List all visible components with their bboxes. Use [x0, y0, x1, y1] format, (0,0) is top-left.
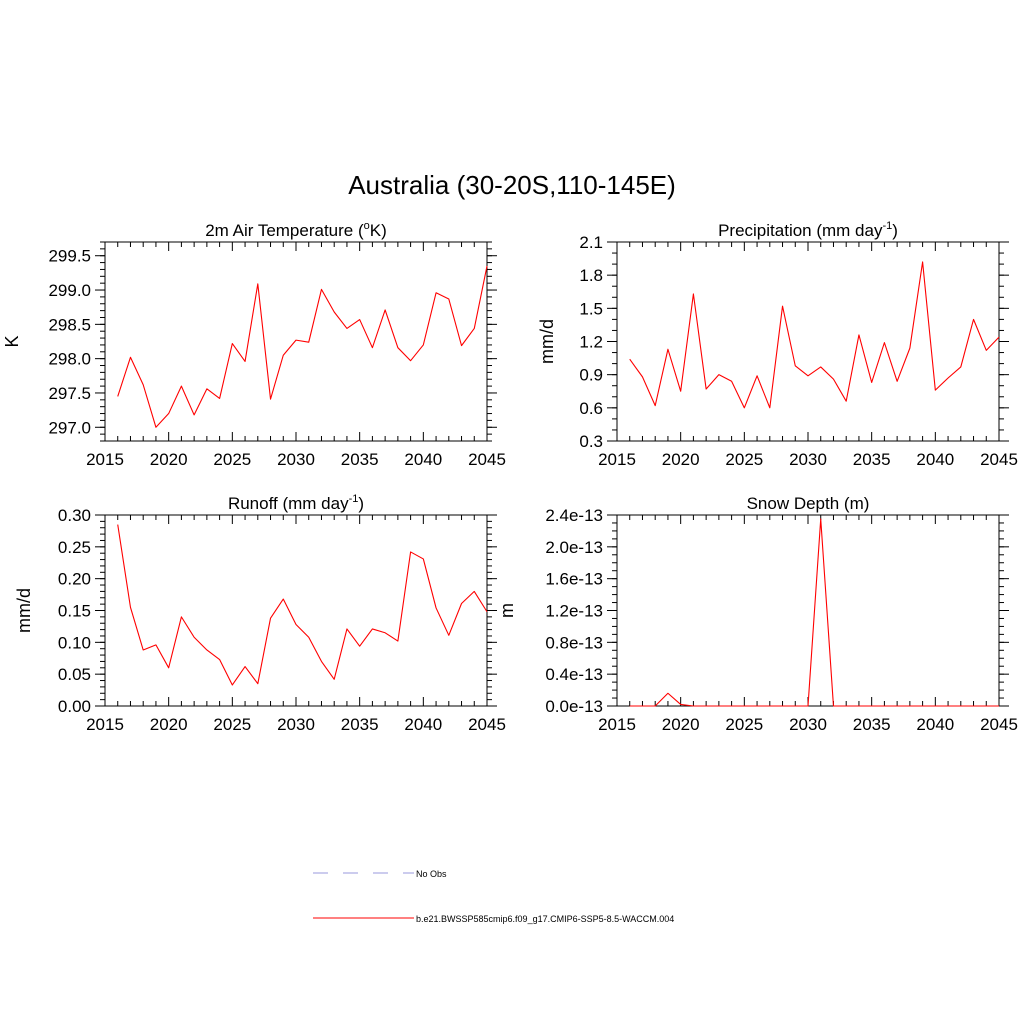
y-tick-label: 299.5 [48, 247, 91, 266]
panel-title-superscript: -1 [882, 220, 892, 232]
y-axis-label: K [2, 335, 22, 347]
x-tick-label: 2025 [213, 450, 251, 469]
y-tick-label: 299.0 [48, 281, 91, 300]
x-tick-label: 2020 [150, 450, 188, 469]
x-tick-label: 2030 [277, 715, 315, 734]
panel-title-main: Snow Depth (m) [747, 494, 870, 513]
y-tick-label: 0.6 [579, 399, 603, 418]
panel-title-end: ) [358, 494, 364, 513]
y-tick-label: 298.5 [48, 315, 91, 334]
x-tick-label: 2040 [916, 715, 954, 734]
x-tick-label: 2035 [853, 715, 891, 734]
panel-title-superscript: -1 [349, 493, 359, 505]
x-tick-label: 2020 [662, 450, 700, 469]
x-tick-label: 2035 [341, 715, 379, 734]
y-tick-label: 2.1 [579, 233, 603, 252]
y-tick-label: 0.05 [58, 665, 91, 684]
plot-frame [104, 514, 488, 707]
x-tick-label: 2035 [341, 450, 379, 469]
x-tick-label: 2045 [468, 715, 506, 734]
x-tick-label: 2015 [598, 715, 636, 734]
series-line-runoff [117, 524, 488, 686]
panel-title: Runoff (mm day-1) [228, 493, 364, 513]
y-tick-label: 298.0 [48, 350, 91, 369]
panel-title-end: ) [892, 221, 898, 240]
y-tick-label: 1.2e-13 [545, 602, 603, 621]
y-tick-label: 0.4e-13 [545, 665, 603, 684]
x-tick-label: 2025 [725, 450, 763, 469]
x-tick-label: 2025 [213, 715, 251, 734]
panel-temperature: 2m Air Temperature (oK) K 2015 2020 2025 2030… [2, 220, 506, 469]
y-tick-label: 0.20 [58, 570, 91, 589]
y-tick-label: 297.5 [48, 384, 91, 403]
y-tick-label: 1.8 [579, 266, 603, 285]
panel-title-superscript: o [364, 220, 370, 232]
y-tick-label: 297.0 [48, 418, 91, 437]
legend: No Obs b.e21.BWSSP585cmip6.f09_g17.CMIP6… [313, 869, 674, 924]
x-tick-label: 2020 [150, 715, 188, 734]
series-line-precipitation [629, 261, 1000, 409]
x-tick-label: 2030 [277, 450, 315, 469]
y-tick-label: 0.8e-13 [545, 633, 603, 652]
panels: 2m Air Temperature (oK) K 2015 2020 2025 2030… [2, 220, 1018, 734]
plot-frame [616, 241, 1000, 442]
y-tick-label: 0.10 [58, 633, 91, 652]
y-tick-label: 0.15 [58, 602, 91, 621]
legend-label-no-obs: No Obs [416, 869, 447, 879]
panel-title-end: K) [370, 221, 387, 240]
y-tick-label: 2.4e-13 [545, 506, 603, 525]
panel-title: Precipitation (mm day-1) [718, 220, 898, 240]
series-line-snow-depth [629, 518, 999, 707]
x-tick-label: 2030 [789, 715, 827, 734]
x-tick-label: 2045 [980, 715, 1018, 734]
y-axis-label: mm/d [14, 588, 34, 633]
panel-title: Snow Depth (m) [747, 494, 870, 513]
y-tick-label: 1.6e-13 [545, 570, 603, 589]
y-tick-label: 0.0e-13 [545, 697, 603, 716]
panel-runoff: Runoff (mm day-1) mm/d 2015 2020 2025 2030 203… [14, 493, 506, 734]
x-tick-label: 2045 [980, 450, 1018, 469]
plot-frame [104, 241, 488, 442]
x-tick-label: 2040 [404, 450, 442, 469]
y-tick-label: 1.5 [579, 299, 603, 318]
x-tick-label: 2025 [725, 715, 763, 734]
x-tick-label: 2015 [86, 450, 124, 469]
y-tick-label: 0.30 [58, 506, 91, 525]
panel-title-main: 2m Air Temperature ( [205, 221, 364, 240]
panel-snow-depth: Snow Depth (m) m 2015 2020 2025 2030 2035 2040 2… [497, 494, 1018, 734]
plot-frame [616, 514, 1000, 707]
y-tick-label: 0.25 [58, 538, 91, 557]
x-tick-label: 2045 [468, 450, 506, 469]
y-tick-label: 1.2 [579, 333, 603, 352]
y-axis-label: mm/d [537, 319, 557, 364]
panel-title-main: Runoff (mm day [228, 494, 349, 513]
x-tick-label: 2015 [86, 715, 124, 734]
x-tick-label: 2040 [404, 715, 442, 734]
y-tick-label: 0.9 [579, 366, 603, 385]
y-tick-label: 0.3 [579, 432, 603, 451]
x-tick-label: 2040 [916, 450, 954, 469]
panel-title-main: Precipitation (mm day [718, 221, 883, 240]
x-tick-label: 2015 [598, 450, 636, 469]
y-axis-label: m [497, 603, 517, 618]
panel-title: 2m Air Temperature (oK) [205, 220, 387, 240]
x-tick-label: 2020 [662, 715, 700, 734]
x-tick-label: 2030 [789, 450, 827, 469]
legend-label-model: b.e21.BWSSP585cmip6.f09_g17.CMIP6-SSP5-8… [416, 914, 674, 924]
panel-precipitation: Precipitation (mm day-1) mm/d 2015 2020 2025… [537, 220, 1018, 469]
figure-title: Australia (30-20S,110-145E) [348, 170, 676, 200]
y-tick-label: 2.0e-13 [545, 538, 603, 557]
series-line-temperature [117, 265, 488, 428]
x-tick-label: 2035 [853, 450, 891, 469]
y-tick-label: 0.00 [58, 697, 91, 716]
